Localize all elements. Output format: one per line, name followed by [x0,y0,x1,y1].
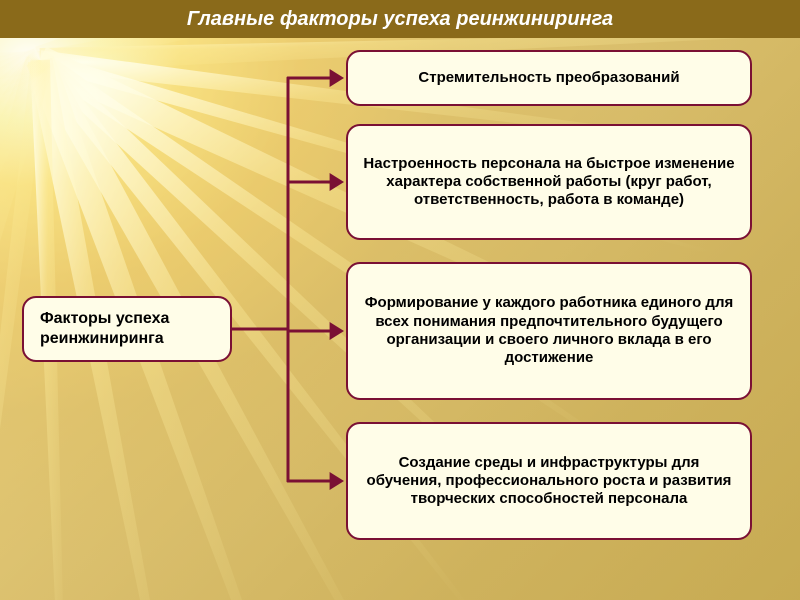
target-box-2: Формирование у каждого работника единого… [346,262,752,400]
target-label-3: Создание среды и инфраструктуры для обуч… [362,454,736,509]
target-label-1: Настроенность персонала на быстрое измен… [362,155,736,210]
source-box: Факторы успеха реинжиниринга [22,296,232,362]
source-label: Факторы успеха реинжиниринга [40,309,214,349]
target-label-0: Стремительность преобразований [418,69,679,87]
target-box-0: Стремительность преобразований [346,50,752,106]
target-box-1: Настроенность персонала на быстрое измен… [346,124,752,240]
target-box-3: Создание среды и инфраструктуры для обуч… [346,422,752,540]
target-label-2: Формирование у каждого работника единого… [362,294,736,367]
